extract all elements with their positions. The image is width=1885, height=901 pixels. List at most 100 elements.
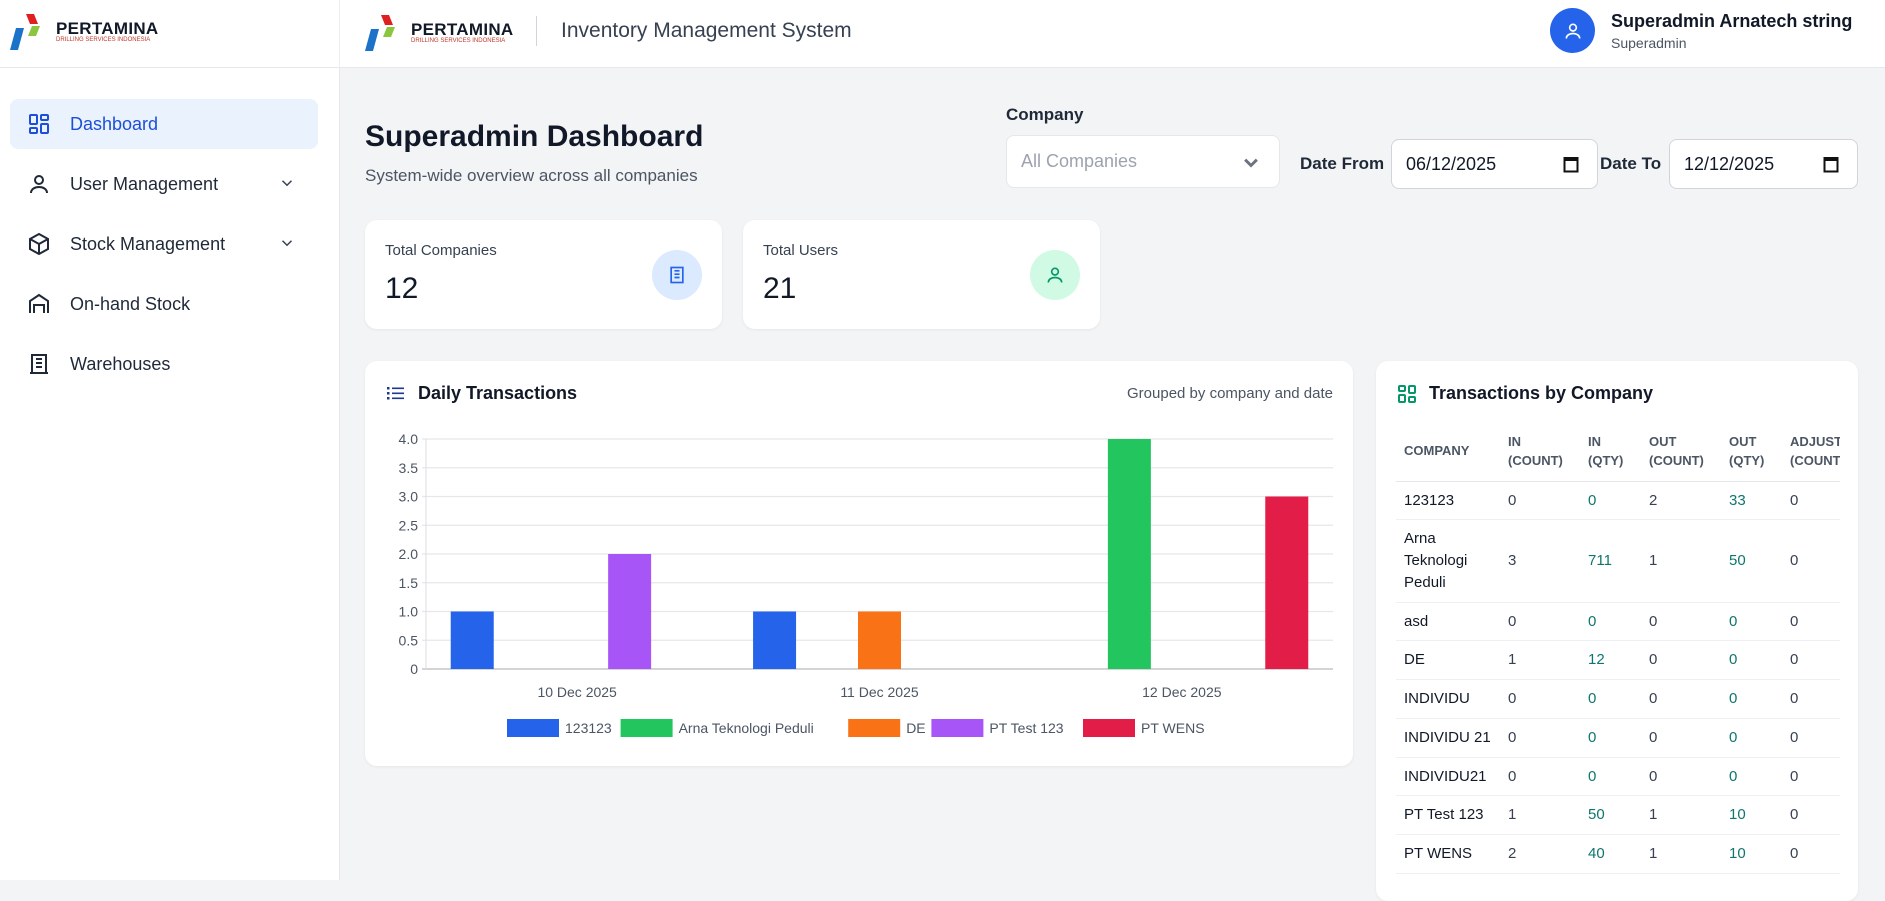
date-to-input[interactable]: 12/12/2025: [1669, 139, 1858, 189]
legend-swatch: [931, 719, 984, 737]
x-tick-label: 11 Dec 2025: [840, 684, 919, 700]
date-to-label: Date To: [1600, 154, 1662, 173]
sidebar-item-warehouses[interactable]: Warehouses: [10, 339, 318, 389]
transactions-by-company-card: Transactions by Company COMPANY IN (COUNT)…: [1376, 361, 1858, 901]
table-row: DE 1 12 0 0 0: [1396, 640, 1840, 680]
calendar-icon[interactable]: [1563, 155, 1579, 173]
company-filter-label: Company: [1006, 105, 1084, 124]
sidebar: Dashboard User Management Stock Manageme…: [0, 68, 340, 880]
sidebar-item-label: User Management: [70, 173, 219, 194]
value-cell: 40: [1580, 834, 1641, 874]
bar-123123: [753, 611, 797, 669]
value-cell: 0: [1782, 795, 1840, 835]
brand-name: PERTAMINA: [411, 19, 514, 39]
value-cell: 10: [1721, 834, 1782, 874]
daily-transactions-card: Daily Transactions Grouped by company an…: [365, 361, 1353, 766]
value-cell: 0: [1782, 757, 1840, 797]
value-cell: 0: [1500, 757, 1580, 797]
calendar-icon[interactable]: [1823, 155, 1839, 173]
brand-name: PERTAMINA: [56, 18, 159, 38]
sidebar-item-stock-management[interactable]: Stock Management: [10, 219, 318, 269]
date-from-value: 06/12/2025: [1406, 153, 1497, 174]
value-cell: 0: [1641, 679, 1721, 719]
company-cell: PT Test 123: [1396, 795, 1500, 835]
sidebar-item-user-management[interactable]: User Management: [10, 159, 318, 209]
bar-pt-test-123: [608, 554, 652, 669]
sidebar-item-label: Stock Management: [70, 233, 226, 254]
dashboard-icon: [26, 111, 52, 137]
user-menu[interactable]: Superadmin Arnatech string Superadmin: [1550, 8, 1852, 53]
y-tick-label: 2.5: [399, 517, 419, 533]
column-header: IN (COUNT): [1500, 423, 1580, 482]
sidebar-item-dashboard[interactable]: Dashboard: [10, 99, 318, 149]
sidebar-item-label: On-hand Stock: [70, 293, 191, 314]
column-header: COMPANY: [1396, 423, 1500, 482]
chevron-down-icon: [1244, 158, 1258, 168]
brand-tagline: DRILLING SERVICES INDONESIA: [56, 36, 151, 43]
column-header-text: IN: [1508, 433, 1521, 449]
avatar: [1550, 8, 1595, 53]
value-cell: 50: [1580, 795, 1641, 835]
y-tick-label: 4.0: [399, 431, 419, 447]
value-cell: 0: [1721, 757, 1782, 797]
company-select-value: All Companies: [1021, 151, 1138, 171]
y-tick-label: 2.0: [399, 546, 419, 562]
stat-card-total-companies: Total Companies 12: [365, 220, 722, 329]
column-header-text: ADJUST: [1790, 433, 1840, 449]
pertamina-logo-icon: [10, 14, 40, 50]
value-cell: 0: [1641, 718, 1721, 758]
x-tick-label: 10 Dec 2025: [537, 684, 617, 700]
company-select[interactable]: All Companies: [1006, 135, 1280, 188]
table-row: INDIVIDU21 0 0 0 0 0: [1396, 757, 1840, 797]
value-cell: 0: [1641, 640, 1721, 680]
table-row: INDIVIDU 0 0 0 0 0: [1396, 679, 1840, 719]
value-cell: 0: [1641, 757, 1721, 797]
value-cell: 0: [1782, 519, 1840, 603]
bar-pt-wens: [1265, 496, 1309, 669]
stat-label: Total Companies: [385, 242, 497, 259]
value-cell: 1: [1641, 519, 1721, 603]
legend-label: PT WENS: [1141, 720, 1205, 736]
y-tick-label: 1.0: [399, 604, 419, 620]
value-cell: 33: [1721, 481, 1782, 521]
y-tick-label: 0: [410, 661, 418, 677]
user-icon: [1030, 250, 1080, 300]
value-cell: 0: [1580, 718, 1641, 758]
top-header: PERTAMINA DRILLING SERVICES INDONESIA PER…: [0, 0, 1885, 68]
bar-de: [858, 611, 901, 669]
table-row: PT Test 123 1 50 1 10 0: [1396, 795, 1840, 835]
date-from-input[interactable]: 06/12/2025: [1391, 139, 1598, 189]
y-tick-label: 3.0: [399, 489, 419, 505]
value-cell: 0: [1782, 834, 1840, 874]
value-cell: 12: [1580, 640, 1641, 680]
value-cell: 0: [1500, 718, 1580, 758]
value-cell: 0: [1721, 602, 1782, 642]
company-cell: INDIVIDU: [1396, 679, 1500, 719]
list-icon: [387, 387, 404, 400]
bar-arna-teknologi-peduli: [1107, 439, 1151, 669]
value-cell: 0: [1580, 679, 1641, 719]
sidebar-logo[interactable]: PERTAMINA DRILLING SERVICES INDONESIA: [0, 0, 340, 68]
value-cell: 0: [1580, 481, 1641, 521]
chevron-down-icon: [281, 180, 293, 187]
stat-card-total-users: Total Users 21: [743, 220, 1100, 329]
value-cell: 1: [1500, 795, 1580, 835]
legend-label: Arna Teknologi Peduli: [679, 720, 814, 736]
value-cell: 0: [1721, 679, 1782, 719]
sidebar-item-on-hand-stock[interactable]: On-hand Stock: [10, 279, 318, 329]
company-cell: DE: [1396, 640, 1500, 680]
stat-value: 12: [385, 272, 419, 305]
value-cell: 10: [1721, 795, 1782, 835]
value-cell: 0: [1782, 679, 1840, 719]
app-title: Inventory Management System: [561, 19, 852, 42]
page-title: Superadmin Dashboard: [365, 120, 704, 153]
column-header-text: COMPANY: [1404, 443, 1470, 459]
chart-note: Grouped by company and date: [1127, 385, 1333, 402]
box-icon: [26, 231, 52, 257]
value-cell: 0: [1782, 640, 1840, 680]
sidebar-item-label: Warehouses: [70, 353, 171, 374]
date-to-value: 12/12/2025: [1684, 153, 1775, 174]
user-icon: [26, 171, 52, 197]
value-cell: 2: [1641, 481, 1721, 521]
user-icon: [1565, 23, 1580, 39]
